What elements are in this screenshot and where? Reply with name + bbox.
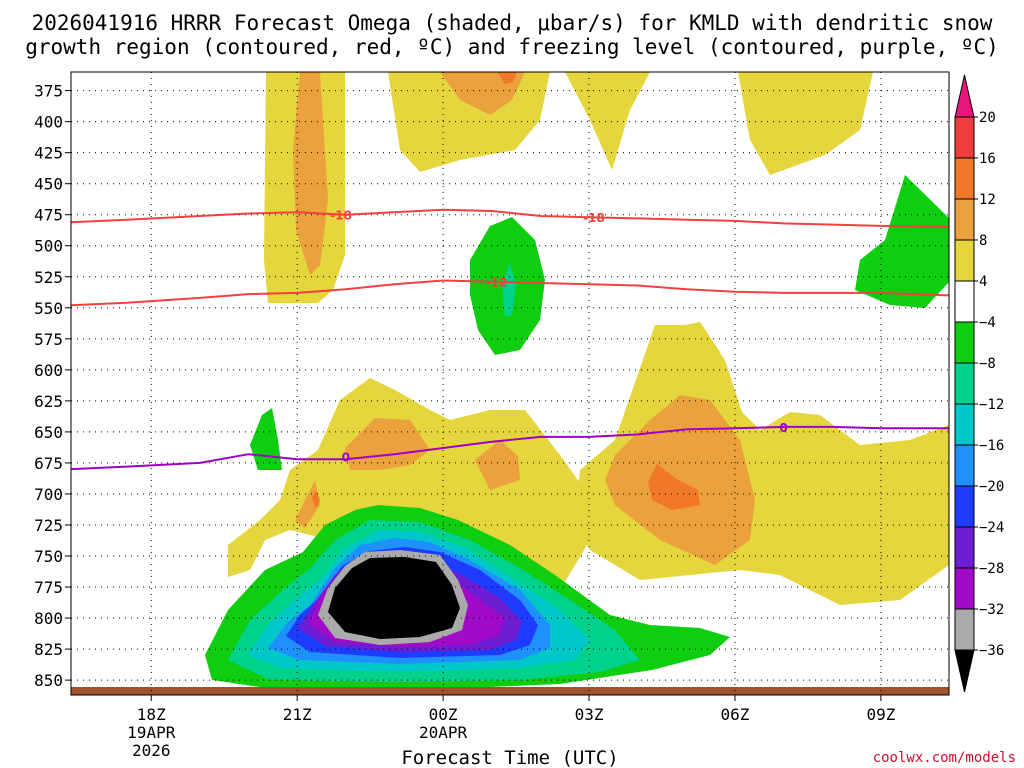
x-tick-label: 06Z [721, 705, 750, 724]
y-tick-label: 475 [34, 206, 63, 225]
colorbar-label: 20 [979, 110, 996, 126]
y-tick-label: 500 [34, 237, 63, 256]
colorbar-top-triangle [954, 74, 975, 118]
colorbar-label: 12 [979, 192, 996, 208]
y-tick-label: 600 [34, 361, 63, 380]
x-tick-label: 18Z [137, 705, 166, 724]
colorbar-label: −4 [979, 315, 996, 331]
chart-title-line1: 2026041916 HRRR Forecast Omega (shaded, … [32, 11, 993, 35]
colorbar-label: −16 [979, 438, 1004, 454]
contour-labels: -18 -18 -12 0 0 [330, 209, 788, 465]
omega-12to16-region-top [497, 72, 517, 84]
y-tick-label: 800 [34, 609, 63, 628]
y-tick-label: 450 [34, 175, 63, 194]
colorbar-swatch [954, 321, 975, 364]
omega-8to12-region-mid-center [475, 440, 520, 490]
y-tick-label: 825 [34, 640, 63, 659]
x-tick-label: 03Z [575, 705, 604, 724]
y-tick-label: 700 [34, 485, 63, 504]
colorbar-label: −36 [979, 643, 1004, 659]
contour-line-1 [70, 208, 950, 229]
plot-frame [70, 71, 950, 696]
contour-line-3 [70, 425, 949, 471]
y-tick-label: 850 [34, 671, 63, 690]
y-tick-label: 775 [34, 578, 63, 597]
x-tick-date-label: 20APR [419, 723, 468, 742]
colorbar-label: 4 [979, 274, 987, 290]
x-tick-label: 00Z [429, 705, 458, 724]
y-axis: 375 400 425 450 475 500 525 550 575 600 625 650 675 7… [34, 82, 71, 690]
plot-area: -18 -18 -12 0 0 [70, 71, 950, 696]
omega-8to12-region-mid-right [605, 395, 755, 565]
credit-text: coolwx.com/models [873, 750, 1016, 766]
omega-8to12-region-upper-center [440, 72, 525, 115]
colorbar-label: −32 [979, 602, 1004, 618]
terrain-strip [71, 687, 949, 695]
chart-title-line2: growth region (contoured, red, ºC) and f… [25, 35, 999, 59]
omega-m8tom12-region-aloft-center [502, 262, 516, 316]
x-tick-year-label: 2026 [132, 741, 171, 760]
omega-positive-region-upper-right [738, 72, 873, 175]
y-tick-label: 725 [34, 516, 63, 535]
colorbar-swatch [954, 362, 975, 405]
y-tick-label: 575 [34, 330, 63, 349]
omega-positive-region-mid-center [660, 322, 720, 380]
y-tick-label: 550 [34, 299, 63, 318]
x-tick-label: 09Z [866, 705, 895, 724]
omega-below-m36-core [328, 557, 460, 639]
colorbar-swatch [954, 239, 975, 282]
y-tick-label: 425 [34, 144, 63, 163]
colorbar-swatch [954, 526, 975, 569]
y-tick-label: 400 [34, 113, 63, 132]
colorbar-label: 8 [979, 233, 987, 249]
omega-negative-region-aloft-right [855, 175, 949, 308]
colorbar-swatch [954, 403, 975, 446]
colorbar-label: −28 [979, 561, 1004, 577]
contour-label: -12 [486, 276, 508, 290]
contour-label: 0 [779, 421, 787, 435]
colorbar-label: −20 [979, 479, 1004, 495]
contour-label: -18 [330, 209, 352, 223]
colorbar: 20 16 12 8 4 −4 −8 −12 −16 −20 −24 −28 −32 −36 [954, 74, 1004, 693]
temperature-contours [70, 208, 950, 471]
colorbar-swatch [954, 116, 975, 159]
omega-shading [205, 72, 949, 690]
colorbar-label: −8 [979, 356, 996, 372]
contour-label: 0 [342, 451, 350, 465]
colorbar-swatch [954, 198, 975, 241]
omega-positive-region-upper-mid [565, 72, 650, 170]
colorbar-swatch [954, 444, 975, 487]
colorbar-swatch [954, 485, 975, 528]
omega-12to16-region-low-left [312, 490, 320, 508]
y-tick-label: 375 [34, 82, 63, 101]
colorbar-bottom-triangle [954, 649, 975, 693]
colorbar-swatch [954, 157, 975, 200]
x-tick-label: 21Z [283, 705, 312, 724]
y-tick-label: 675 [34, 454, 63, 473]
colorbar-label: −24 [979, 520, 1004, 536]
grid-lines [71, 72, 949, 695]
colorbar-swatch [954, 608, 975, 651]
omega-12to16-region-mid-right [648, 464, 700, 510]
colorbar-label: 16 [979, 151, 996, 167]
y-tick-label: 525 [34, 268, 63, 287]
colorbar-label: −12 [979, 397, 1004, 413]
colorbar-swatch [954, 567, 975, 610]
y-tick-label: 650 [34, 423, 63, 442]
x-tick-date-label: 19APR [127, 723, 176, 742]
omega-8to12-region-low-left [295, 480, 320, 528]
colorbar-swatch [954, 280, 975, 323]
x-axis-label: Forecast Time (UTC) [401, 747, 618, 768]
y-tick-label: 750 [34, 547, 63, 566]
contour-label: -18 [583, 211, 605, 225]
contour-line-2 [70, 279, 950, 307]
y-tick-label: 625 [34, 392, 63, 411]
omega-8to12-region-upper-left [293, 72, 328, 275]
